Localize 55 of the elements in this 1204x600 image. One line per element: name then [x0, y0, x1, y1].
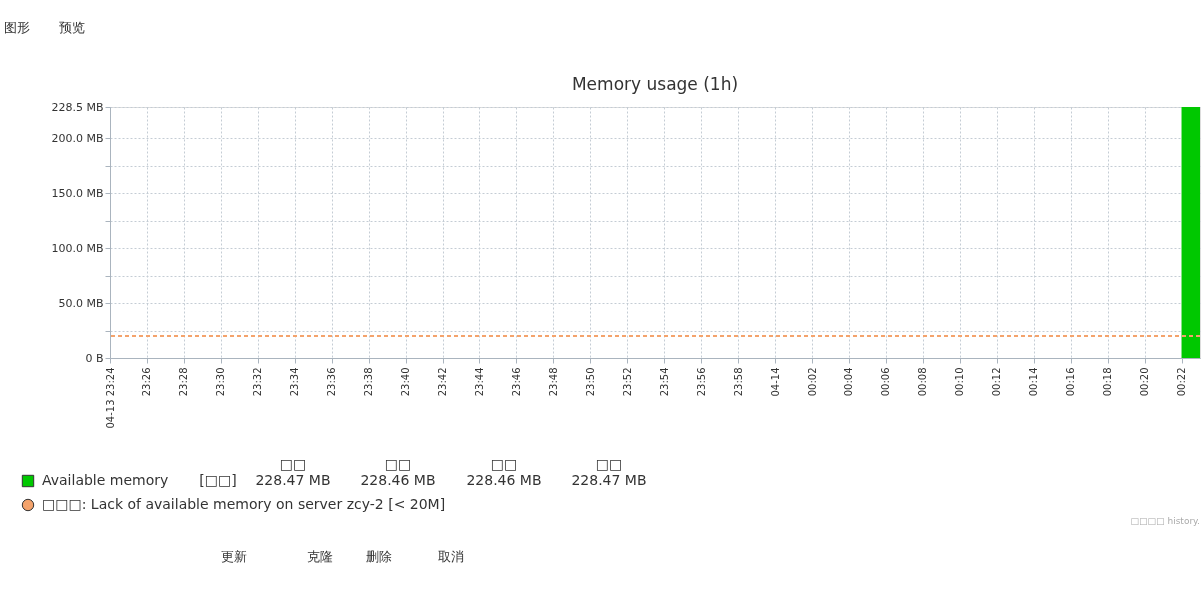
- x-tick-label: 00:06: [880, 367, 892, 397]
- text: 克隆: [307, 549, 333, 564]
- y-tick-label: 50.0 MB: [58, 296, 104, 310]
- text: 预览: [59, 20, 85, 35]
- text: 228.46 MB: [360, 472, 436, 488]
- x-tick-label: 23:40: [400, 367, 412, 397]
- x-tick-label: 23:46: [510, 367, 522, 397]
- text: 228.47 MB: [255, 472, 331, 488]
- text: □□: [279, 456, 307, 472]
- text: 更新: [221, 549, 247, 564]
- x-tick-label: 00:12: [991, 367, 1003, 397]
- x-tick-label: 00:22: [1176, 367, 1188, 397]
- text: 228.46 MB: [466, 472, 542, 488]
- text: □□: [490, 456, 518, 472]
- text: [□□]: [199, 472, 237, 488]
- x-tick-label: 23:28: [178, 367, 190, 397]
- x-tick-label: 00:18: [1102, 367, 1114, 397]
- x-tick-label: 00:08: [917, 367, 929, 397]
- x-tick-label: 23:36: [326, 367, 338, 397]
- legend-label: Available memory: [42, 472, 169, 488]
- x-tick-label: 04-14: [769, 367, 781, 397]
- x-tick-label: 23:56: [695, 367, 707, 397]
- x-tick-label: 23:38: [363, 367, 375, 397]
- text: 图形: [4, 20, 30, 35]
- x-tick-label: 00:14: [1028, 367, 1040, 397]
- x-tick-label: 23:34: [289, 367, 301, 397]
- y-tick-label: 100.0 MB: [51, 241, 104, 255]
- x-tick-label: 00:20: [1139, 367, 1151, 397]
- y-tick-label: 0 B: [85, 351, 104, 365]
- x-tick-label: 00:16: [1065, 367, 1077, 397]
- chart-title: Memory usage (1h): [571, 74, 739, 94]
- x-tick-label: 23:44: [473, 367, 485, 397]
- text: 删除: [366, 549, 392, 564]
- x-tick-label: 00:02: [806, 367, 818, 397]
- text: 228.47 MB: [571, 472, 647, 488]
- x-tick-label: 23:52: [621, 367, 633, 397]
- x-tick-label: 23:32: [252, 367, 264, 397]
- y-tick-label: 200.0 MB: [51, 131, 104, 145]
- x-tick-label: 00:10: [954, 367, 966, 397]
- x-tick-label: 00:04: [843, 367, 855, 397]
- x-tick-label: 23:50: [584, 367, 596, 397]
- x-tick-label: 23:48: [547, 367, 559, 397]
- x-tick-label: 23:42: [437, 367, 449, 397]
- text: □□: [384, 456, 412, 472]
- y-tick-label: 228.5 MB: [51, 100, 104, 114]
- x-tick-label: 23:26: [141, 367, 153, 397]
- text: □□□□ history.: [1130, 516, 1200, 526]
- x-tick-label: 23:54: [658, 367, 670, 397]
- legend-label: □□□: Lack of available memory on server zcy-2 [< 20M]: [42, 496, 446, 512]
- x-tick-label: 04-13 23:24: [104, 367, 116, 429]
- y-tick-label: 150.0 MB: [51, 186, 104, 200]
- x-tick-label: 23:58: [732, 367, 744, 397]
- text: 取消: [438, 549, 464, 564]
- text: □□: [595, 456, 623, 472]
- x-tick-label: 23:30: [215, 367, 227, 397]
